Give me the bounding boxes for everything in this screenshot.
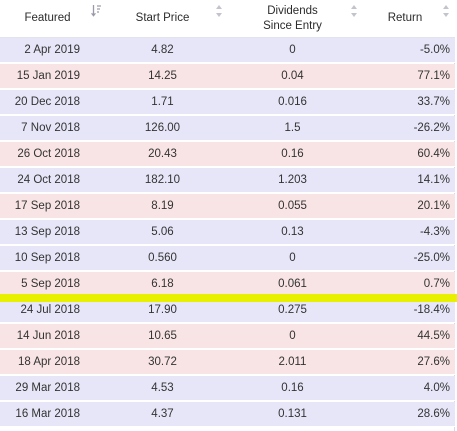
cell-dividends: 0 [289,252,296,264]
table-row[interactable]: 18 Apr 2018 30.72 2.011 27.6% [0,350,455,375]
cell-start-price: 17.90 [148,304,177,316]
cell-dividends: 0.061 [278,278,307,290]
cell-return: 44.5% [417,330,450,342]
cell-featured-date: 26 Oct 2018 [17,148,80,160]
column-header-dividends[interactable]: Dividends Since Entry [230,0,355,37]
column-header-featured[interactable]: Featured [0,0,95,37]
cell-return: -25.0% [413,252,450,264]
cell-featured-date: 24 Jul 2018 [20,304,80,316]
cell-dividends: 2.011 [278,356,307,368]
cell-return: 33.7% [417,96,450,108]
cell-return: 60.4% [417,148,450,160]
table-row[interactable]: 16 Mar 2018 4.37 0.131 28.6% [0,402,455,427]
cell-return: 14.1% [417,174,450,186]
cell-dividends: 1.5 [284,122,301,134]
cell-dividends: 0.275 [278,304,307,316]
cell-featured-date: 17 Sep 2018 [14,200,80,212]
cell-start-price: 126.00 [144,122,181,134]
column-header-dividends-line1: Dividends [267,5,318,18]
cell-start-price: 4.37 [151,408,174,420]
sort-up-arrow-icon [443,5,449,9]
cell-dividends: 0.131 [278,408,307,420]
table-row[interactable]: 13 Sep 2018 5.06 0.13 -4.3% [0,220,455,245]
cell-start-price: 1.71 [151,96,174,108]
table-row[interactable]: 20 Dec 2018 1.71 0.016 33.7% [0,90,455,115]
column-header-start-price-label: Start Price [135,12,190,25]
cell-start-price: 6.18 [151,278,174,290]
sort-down-arrow-icon [216,13,222,17]
cell-start-price: 30.72 [148,356,177,368]
cell-featured-date: 13 Sep 2018 [14,226,80,238]
cell-start-price: 5.06 [151,226,174,238]
sort-up-arrow-icon [216,5,222,9]
table-row[interactable]: 17 Sep 2018 8.19 0.055 20.1% [0,194,455,219]
column-header-start-price[interactable]: Start Price [95,0,230,37]
cell-return: -18.4% [413,304,450,316]
table-row[interactable]: 26 Oct 2018 20.43 0.16 60.4% [0,142,455,167]
cell-featured-date: 5 Sep 2018 [21,278,80,290]
cell-dividends: 0.016 [278,96,307,108]
cell-featured-date: 16 Mar 2018 [15,408,80,420]
cell-return: -4.3% [419,226,450,238]
cell-dividends: 0.16 [281,382,304,394]
cell-start-price: 10.65 [148,330,177,342]
cell-dividends: 0.04 [281,70,304,82]
column-header-return-label: Return [387,12,423,25]
cell-start-price: 4.53 [151,382,174,394]
cell-return: 77.1% [417,70,450,82]
cell-return: 20.1% [417,200,450,212]
sort-arrows-icon[interactable] [215,5,223,17]
cell-start-price: 8.19 [151,200,174,212]
cell-return: 0.7% [423,278,450,290]
table-header: Featured Start Price Dividends Since Ent… [0,0,455,38]
sort-arrows-icon[interactable] [350,5,358,17]
column-header-featured-label: Featured [24,12,71,25]
table-row[interactable]: 2 Apr 2019 4.82 0 -5.0% [0,38,455,63]
table-row[interactable]: 24 Oct 2018 182.10 1.203 14.1% [0,168,455,193]
cell-featured-date: 7 Nov 2018 [21,122,80,134]
table-row[interactable]: 29 Mar 2018 4.53 0.16 4.0% [0,376,455,401]
cell-featured-date: 29 Mar 2018 [15,382,80,394]
cell-start-price: 4.82 [151,44,174,56]
cell-start-price: 182.10 [144,174,181,186]
cell-dividends: 0 [289,44,296,56]
cell-featured-date: 18 Apr 2018 [17,356,80,368]
cell-featured-date: 2 Apr 2019 [24,44,80,56]
cell-dividends: 0.16 [281,148,304,160]
cell-featured-date: 20 Dec 2018 [14,96,80,108]
cell-dividends: 0.13 [281,226,304,238]
cell-start-price: 0.560 [148,252,177,264]
cell-dividends: 0.055 [278,200,307,212]
column-header-dividends-line2: Since Entry [263,19,322,32]
column-header-return[interactable]: Return [355,0,455,37]
cell-return: 28.6% [417,408,450,420]
cell-return: 27.6% [417,356,450,368]
cell-featured-date: 10 Sep 2018 [14,252,80,264]
table-row[interactable]: 10 Sep 2018 0.560 0 -25.0% [0,246,455,271]
highlight-marker-line [0,294,457,302]
cell-return: -5.0% [419,44,450,56]
cell-featured-date: 14 Jun 2018 [16,330,80,342]
table-row[interactable]: 15 Jan 2019 14.25 0.04 77.1% [0,64,455,89]
table-row[interactable]: 24 Jul 2018 17.90 0.275 -18.4% [0,298,455,323]
cell-dividends: 1.203 [278,174,307,186]
cell-return: -26.2% [413,122,450,134]
sort-arrows-icon[interactable] [442,5,450,17]
cell-dividends: 0 [289,330,296,342]
cell-return: 4.0% [423,382,450,394]
sort-down-arrow-icon [443,13,449,17]
cell-start-price: 20.43 [148,148,177,160]
sort-down-arrow-icon [351,13,357,17]
sort-up-arrow-icon [351,5,357,9]
sort-descending-icon[interactable] [91,4,101,17]
table-row[interactable]: 7 Nov 2018 126.00 1.5 -26.2% [0,116,455,141]
cell-start-price: 14.25 [148,70,177,82]
cell-featured-date: 15 Jan 2019 [16,70,80,82]
cell-featured-date: 24 Oct 2018 [17,174,80,186]
table-row[interactable]: 14 Jun 2018 10.65 0 44.5% [0,324,455,349]
